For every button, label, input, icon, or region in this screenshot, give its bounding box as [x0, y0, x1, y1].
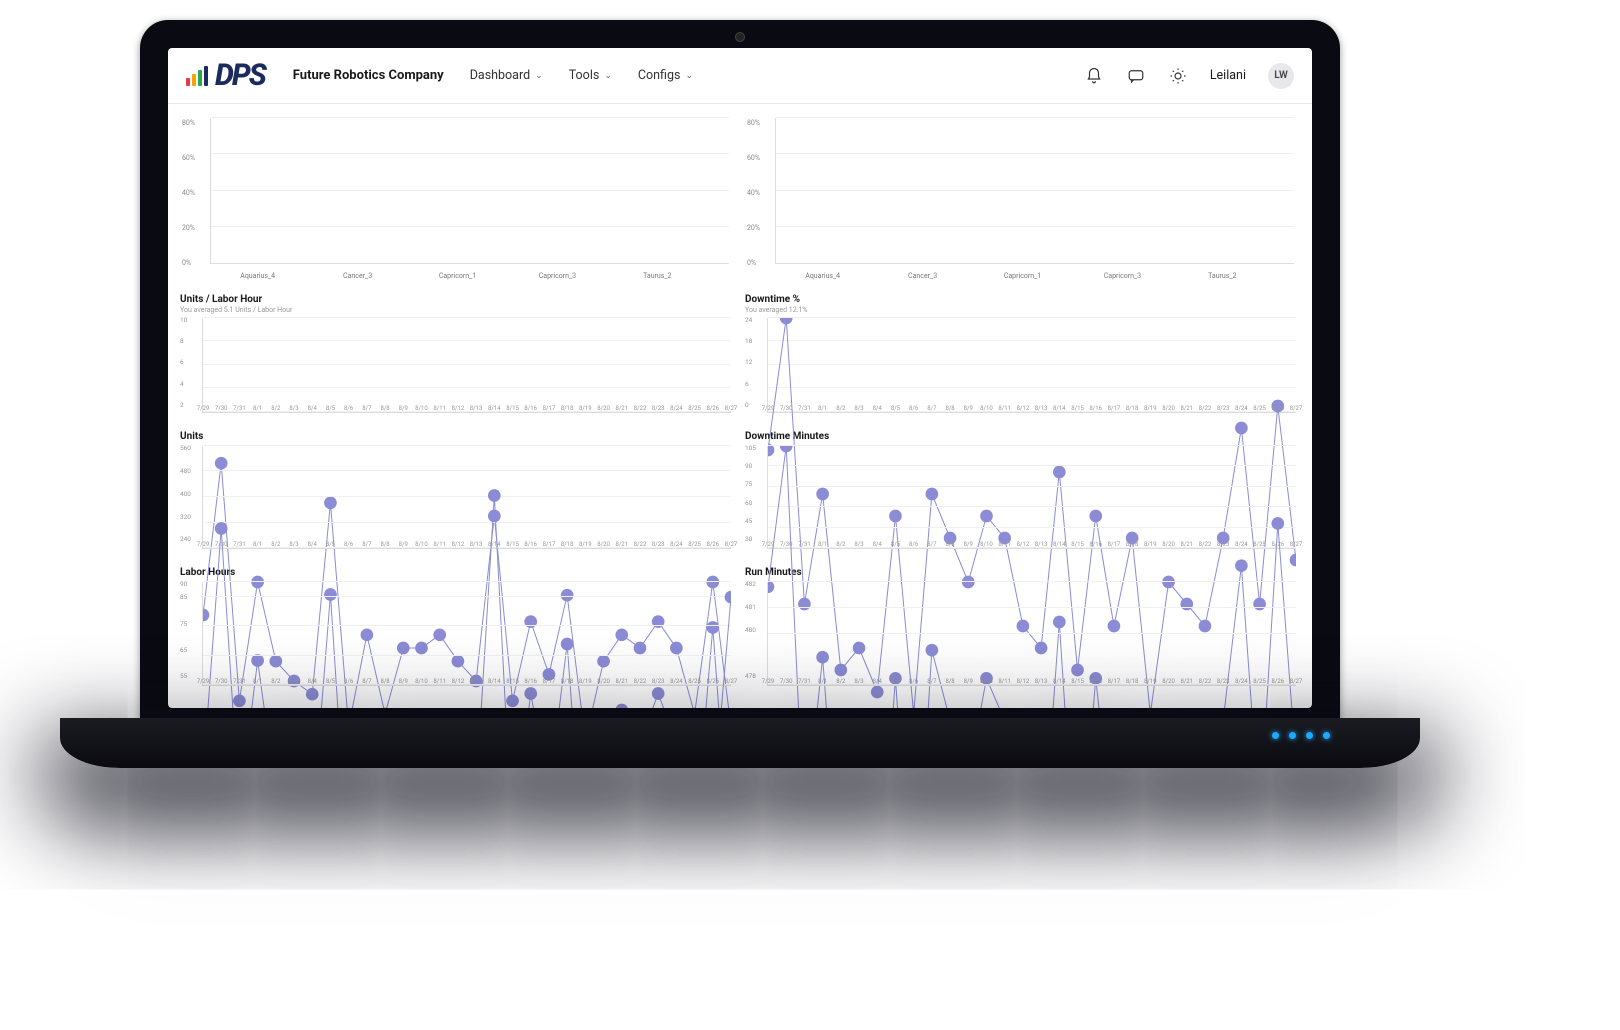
chat-icon[interactable] — [1126, 66, 1146, 86]
status-lights — [1272, 732, 1330, 739]
line-panel: Run Minutes4784804814827/297/307/318/18/… — [745, 567, 1300, 698]
chart-subtitle: You averaged 5.1 Units / Labor Hour — [180, 306, 735, 314]
line-panel: Downtime Minutes30456075901057/297/307/3… — [745, 431, 1300, 562]
nav-item-tools[interactable]: Tools⌄ — [569, 68, 612, 83]
line-charts-right: Downtime %You averaged 12.1%061218247/29… — [745, 294, 1300, 698]
bar-chart-right: 0%20%40%60%80%Aquarius_4Cancer_3Capricor… — [745, 114, 1300, 284]
nav-item-dashboard[interactable]: Dashboard⌄ — [470, 68, 543, 83]
line-panel: Labor Hours55657585907/297/307/318/18/28… — [180, 567, 735, 698]
chart-title: Downtime % — [745, 294, 1300, 305]
app-screen: DPS Future Robotics Company Dashboard⌄ To… — [168, 48, 1312, 708]
laptop-base — [60, 718, 1420, 768]
webcam — [735, 32, 745, 42]
line-panel: Downtime %You averaged 12.1%061218247/29… — [745, 294, 1300, 425]
brand-logo[interactable]: DPS — [186, 58, 265, 93]
laptop-frame: DPS Future Robotics Company Dashboard⌄ To… — [140, 20, 1340, 720]
bar-chart-left: 0%20%40%60%80%Aquarius_4Cancer_3Capricor… — [180, 114, 735, 284]
line-charts-left: Units / Labor HourYou averaged 5.1 Units… — [180, 294, 735, 698]
chevron-down-icon: ⌄ — [604, 71, 612, 81]
chart-title: Units / Labor Hour — [180, 294, 735, 305]
logo-bars-icon — [186, 66, 208, 86]
header-right: Leilani LW — [1084, 63, 1294, 89]
chart-subtitle: You averaged 12.1% — [745, 306, 1300, 314]
main-nav: Dashboard⌄ Tools⌄ Configs⌄ — [470, 68, 693, 83]
company-name: Future Robotics Company — [293, 68, 444, 83]
theme-icon[interactable] — [1168, 66, 1188, 86]
dashboard-grid: 0%20%40%60%80%Aquarius_4Cancer_3Capricor… — [168, 104, 1312, 708]
brand-name: DPS — [215, 58, 265, 93]
line-panel: Units2403204004805607/297/307/318/18/28/… — [180, 431, 735, 562]
chevron-down-icon: ⌄ — [685, 71, 693, 81]
chevron-down-icon: ⌄ — [535, 71, 543, 81]
line-panel: Units / Labor HourYou averaged 5.1 Units… — [180, 294, 735, 425]
header-bar: DPS Future Robotics Company Dashboard⌄ To… — [168, 48, 1312, 104]
bell-icon[interactable] — [1084, 66, 1104, 86]
nav-item-configs[interactable]: Configs⌄ — [638, 68, 693, 83]
avatar[interactable]: LW — [1268, 63, 1294, 89]
user-name[interactable]: Leilani — [1210, 68, 1246, 83]
